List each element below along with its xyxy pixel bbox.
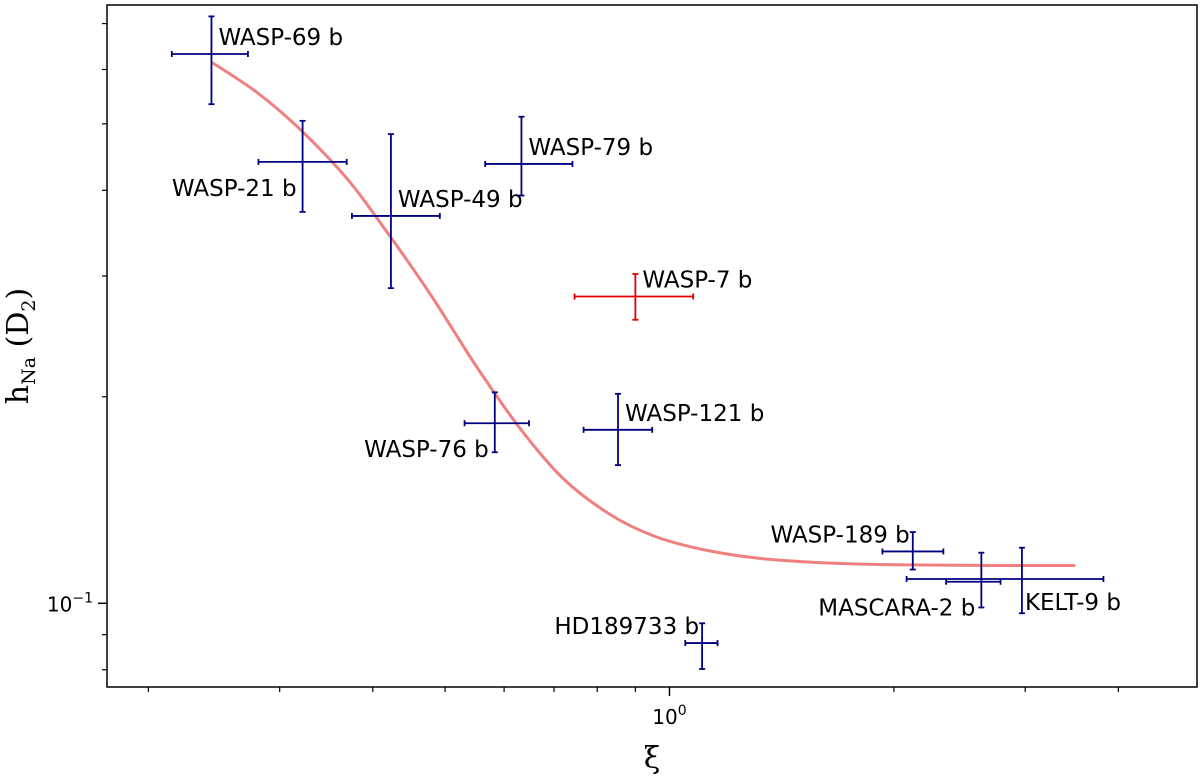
plot-frame: [106, 4, 1198, 688]
point-label: HD189733 b: [554, 614, 699, 640]
data-point-wasp-121-b: WASP-121 b: [582, 392, 764, 467]
data-point-wasp-189-b: WASP-189 b: [770, 522, 945, 571]
x-tick-label-base: 10: [652, 705, 677, 729]
point-label: WASP-76 b: [364, 437, 489, 463]
data-point-kelt-9-b: KELT-9 b: [905, 546, 1121, 616]
y-axis-label: hNa (D2): [1, 288, 40, 404]
point-label: MASCARA-2 b: [818, 596, 975, 622]
point-label: WASP-189 b: [770, 522, 909, 548]
point-label: KELT-9 b: [1025, 590, 1121, 616]
data-point-wasp-76-b: WASP-76 b: [364, 391, 530, 463]
data-point-hd189733-b: HD189733 b: [554, 614, 719, 670]
x-tick-label: 100: [652, 703, 686, 729]
y-axis-label-close: ): [1, 288, 36, 300]
x-tick-label-exponent: 0: [678, 703, 687, 719]
y-axis-label-subscript: Na: [18, 357, 40, 385]
point-label: WASP-121 b: [625, 401, 764, 427]
y-axis-label-subscript-2: 2: [18, 300, 40, 312]
y-tick-label-exponent: −1: [72, 590, 93, 606]
point-label: WASP-49 b: [398, 187, 523, 213]
point-label: WASP-7 b: [642, 268, 752, 294]
fit-curve: [210, 60, 1076, 568]
point-label: WASP-69 b: [218, 25, 343, 51]
data-point-wasp-7-b: WASP-7 b: [573, 268, 752, 321]
y-axis-label-main: h: [1, 385, 36, 404]
y-tick-label: 10−1: [47, 590, 93, 616]
data-point-mascara-2-b: MASCARA-2 b: [818, 551, 1002, 622]
point-label: WASP-79 b: [528, 135, 653, 161]
data-point-wasp-79-b: WASP-79 b: [484, 115, 653, 197]
x-axis-label: ξ: [644, 741, 661, 776]
data-point-wasp-69-b: WASP-69 b: [170, 15, 343, 106]
data-point-wasp-21-b: WASP-21 b: [172, 119, 348, 213]
y-tick-label-base: 10: [47, 592, 72, 616]
data-point-wasp-49-b: WASP-49 b: [351, 133, 523, 290]
y-axis-label-paren: (D: [1, 312, 36, 357]
point-label: WASP-21 b: [172, 176, 297, 202]
